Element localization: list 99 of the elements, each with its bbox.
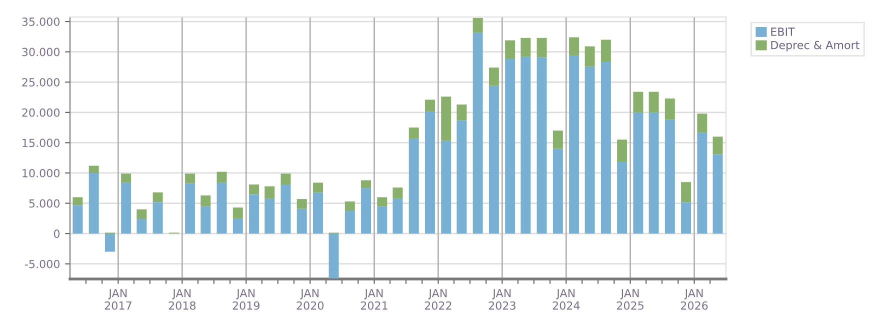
bar	[681, 202, 692, 234]
bar	[249, 184, 260, 194]
y-tick-label: 15.000	[22, 138, 60, 148]
bar	[424, 112, 435, 234]
bar	[424, 100, 435, 112]
bar	[681, 182, 692, 202]
bar	[72, 197, 83, 206]
bar	[232, 208, 243, 218]
bar	[584, 46, 595, 66]
bar	[408, 138, 419, 234]
x-tick-label: JAN 2018	[168, 289, 196, 310]
bar	[584, 66, 595, 234]
bar	[488, 86, 499, 234]
bar	[441, 140, 452, 234]
x-tick-label: JAN 2022	[424, 289, 452, 310]
bar	[313, 182, 323, 192]
bar	[377, 206, 388, 234]
bar	[377, 197, 388, 206]
bar	[488, 68, 499, 86]
bar	[296, 208, 307, 234]
x-tick-label: JAN 2024	[552, 289, 580, 310]
bar	[313, 192, 323, 234]
bar	[456, 104, 467, 120]
bar	[88, 172, 99, 234]
bar	[104, 234, 115, 252]
bar	[408, 128, 419, 138]
legend-label: EBIT	[771, 28, 795, 36]
bar	[392, 188, 403, 198]
bar	[152, 192, 163, 202]
bar	[136, 209, 147, 220]
bar	[280, 174, 291, 184]
bar	[600, 40, 611, 62]
bar	[712, 136, 723, 154]
bar	[121, 174, 132, 183]
bar	[520, 56, 531, 234]
bar	[152, 202, 163, 234]
bar	[441, 96, 452, 141]
bar	[456, 120, 467, 234]
x-tick-label: JAN 2019	[232, 289, 260, 310]
x-tick-label: JAN 2023	[488, 289, 516, 310]
bar	[185, 183, 196, 234]
y-tick-label: 30.000	[22, 48, 60, 56]
bar	[232, 218, 243, 234]
bar	[296, 199, 307, 209]
x-tick-label: JAN 2021	[360, 289, 388, 310]
bar	[617, 161, 628, 234]
bar	[280, 184, 291, 234]
bar	[505, 40, 516, 58]
bar	[569, 37, 580, 56]
bar	[664, 98, 675, 120]
bar	[697, 132, 708, 234]
bar	[72, 205, 83, 234]
bar	[249, 194, 260, 234]
x-tick-label: JAN 2025	[616, 289, 644, 310]
y-tick-label: -5.000	[25, 260, 60, 268]
bar	[520, 38, 531, 57]
y-tick-label: 35.000	[22, 18, 60, 26]
y-tick-label: 20.000	[22, 108, 60, 117]
bar	[200, 195, 211, 206]
bar	[264, 186, 275, 198]
y-tick-label: 10.000	[22, 168, 60, 178]
bar	[472, 18, 483, 32]
bar	[633, 92, 644, 112]
bar	[600, 62, 611, 234]
bar	[216, 182, 227, 234]
bar	[361, 180, 372, 188]
bar	[648, 112, 659, 234]
bar	[328, 234, 339, 278]
y-tick-label: 0	[54, 230, 60, 238]
y-tick-label: 5.000	[29, 199, 60, 208]
bar	[664, 120, 675, 234]
bar	[392, 198, 403, 234]
bar	[552, 148, 563, 234]
bar	[216, 172, 227, 183]
bar	[712, 154, 723, 234]
bar	[633, 112, 644, 234]
bar	[344, 201, 355, 211]
bar	[361, 188, 372, 234]
bar	[88, 166, 99, 173]
bar	[136, 219, 147, 234]
x-tick-label: JAN 2026	[680, 289, 708, 310]
y-tick-label: 25.000	[22, 78, 60, 86]
bar	[121, 182, 132, 234]
bar	[552, 130, 563, 149]
bar	[472, 32, 483, 234]
bar	[264, 198, 275, 234]
legend-label: Deprec & Amort	[771, 40, 860, 52]
bar	[344, 210, 355, 234]
bar	[185, 174, 196, 184]
x-tick-label: JAN 2020	[296, 289, 324, 310]
bar	[697, 114, 708, 132]
bar	[536, 57, 547, 234]
bar	[505, 58, 516, 234]
bar	[569, 55, 580, 234]
x-tick-label: JAN 2017	[104, 289, 132, 310]
bar	[617, 140, 628, 162]
bar	[648, 92, 659, 112]
bar	[536, 38, 547, 58]
bar	[200, 206, 211, 234]
